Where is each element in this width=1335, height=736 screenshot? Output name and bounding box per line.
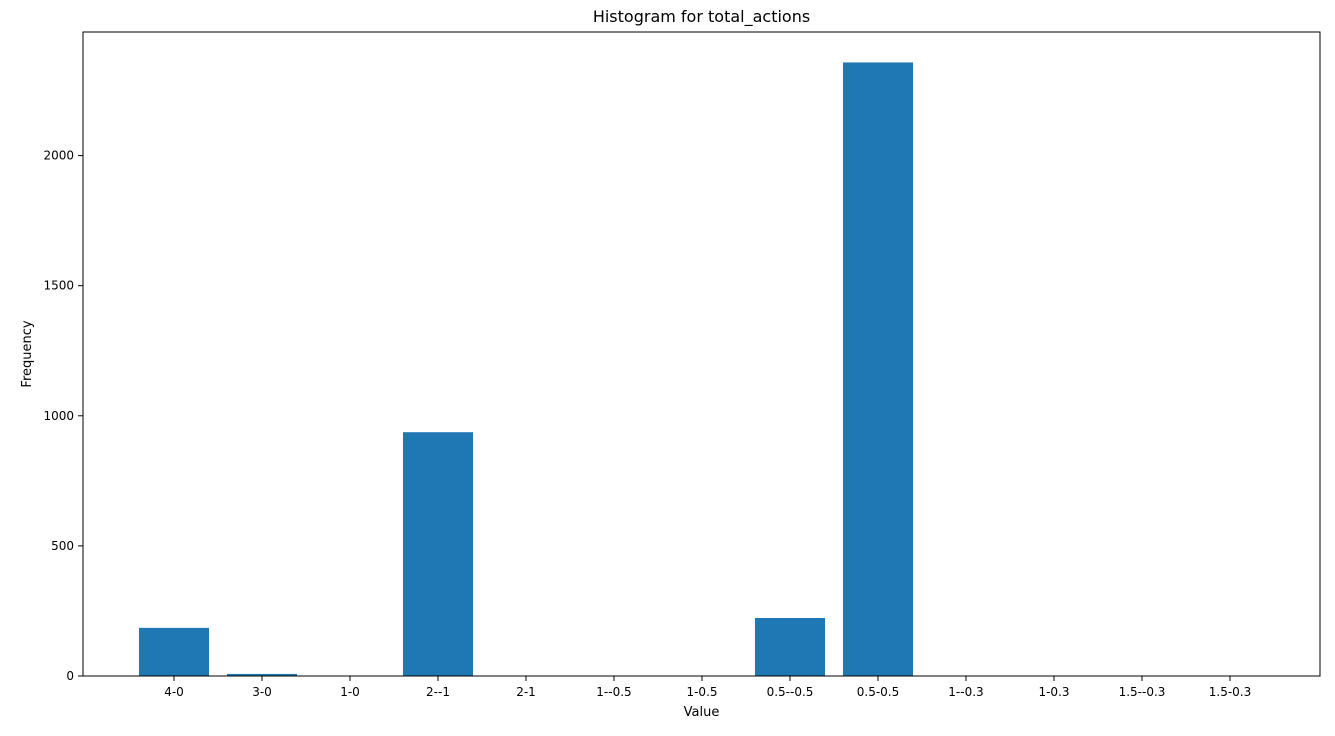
bar-2--1	[403, 432, 473, 676]
x-tick-label: 0.5--0.5	[767, 685, 814, 699]
y-tick-label: 1500	[43, 279, 74, 293]
x-tick-label: 3-0	[252, 685, 272, 699]
x-tick-label: 2-1	[516, 685, 536, 699]
x-tick-label: 1-0.5	[686, 685, 717, 699]
x-tick-label: 0.5-0.5	[857, 685, 900, 699]
chart-title: Histogram for total_actions	[593, 7, 810, 27]
bar-4-0	[139, 627, 209, 676]
y-ticks: 0 500 1000 1500 2000	[43, 149, 83, 683]
y-tick-label: 1000	[43, 409, 74, 423]
x-tick-label: 1-0	[340, 685, 360, 699]
bar-0.5--0.5	[755, 617, 825, 676]
x-tick-label: 1.5--0.3	[1119, 685, 1166, 699]
y-tick-label: 2000	[43, 149, 74, 163]
x-tick-label: 1-0.3	[1038, 685, 1069, 699]
x-tick-label: 4-0	[164, 685, 184, 699]
x-tick-label: 1.5-0.3	[1209, 685, 1252, 699]
y-tick-label: 500	[51, 539, 74, 553]
bar-0.5-0.5	[843, 62, 913, 676]
bars-layer	[139, 62, 913, 676]
x-ticks: 4-0 3-0 1-0 2--1 2-1 1--0.5 1-0.5 0.5--0.5 0.5-0…	[164, 676, 1251, 699]
plot-frame	[82, 31, 1321, 677]
y-axis-label: Frequency	[20, 320, 35, 387]
bar-3-0	[227, 673, 297, 676]
x-tick-label: 1--0.5	[596, 685, 631, 699]
x-tick-label: 1--0.3	[948, 685, 983, 699]
y-tick-label: 0	[66, 669, 74, 683]
x-axis-label: Value	[684, 705, 720, 720]
x-tick-label: 2--1	[426, 685, 450, 699]
